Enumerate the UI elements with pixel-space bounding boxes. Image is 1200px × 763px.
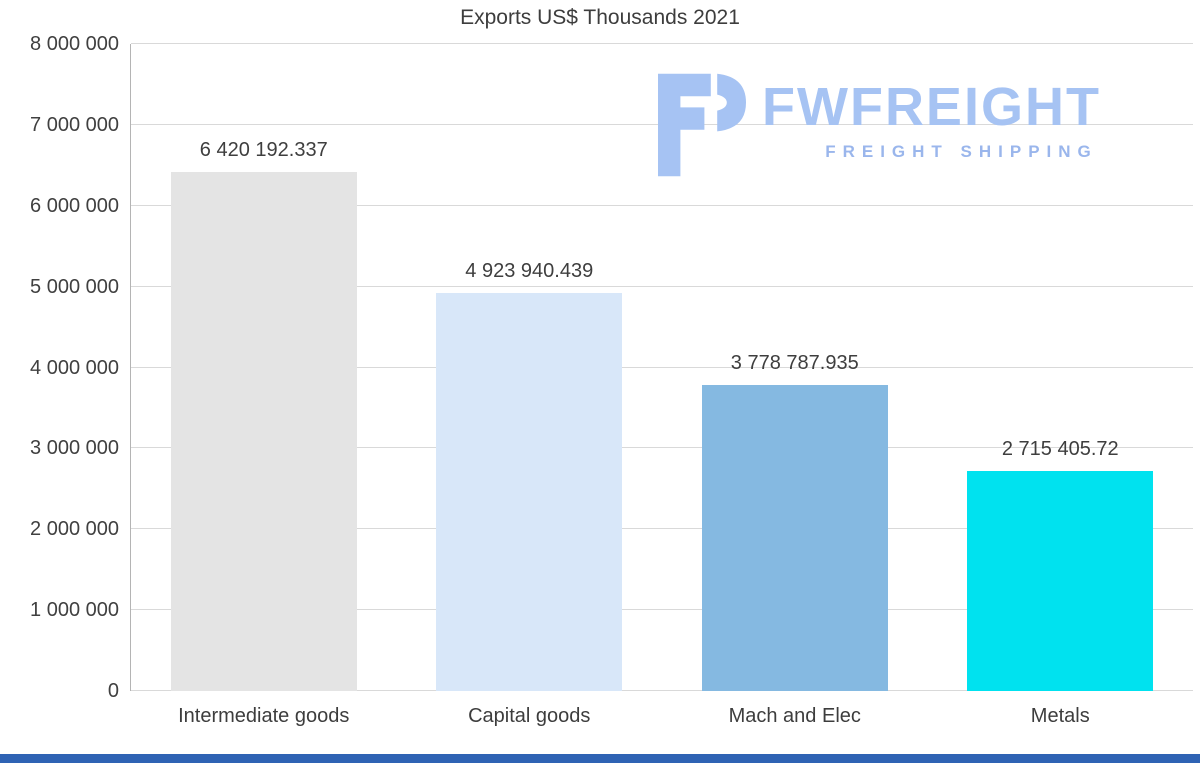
bar-value-label: 6 420 192.337 — [199, 138, 328, 161]
plot-area: 0 1 000 000 2 000 000 3 000 000 4 000 000 5 0… — [30, 33, 1193, 727]
bar — [967, 471, 1154, 691]
bar-slot: 3 778 787.935 — [662, 44, 928, 691]
bar — [436, 292, 623, 691]
y-tick-label: 7 000 000 — [30, 113, 119, 136]
y-tick-label: 1 000 000 — [30, 599, 119, 622]
bar-slot: 4 923 940.439 — [397, 44, 663, 691]
gridline — [131, 609, 1193, 611]
x-category-label: Capital goods — [468, 705, 591, 727]
gridline — [131, 43, 1193, 44]
y-tick-label: 2 000 000 — [30, 518, 119, 541]
logo-tagline: FREIGHT SHIPPING — [825, 142, 1098, 161]
x-category-label: Intermediate goods — [178, 705, 350, 727]
y-tick-label: 6 000 000 — [30, 194, 119, 217]
logo-text: FWFREIGHT — [762, 77, 1101, 137]
bar-value-label: 4 923 940.439 — [465, 259, 594, 282]
bar-value-label: 3 778 787.935 — [730, 352, 859, 375]
bar — [701, 385, 888, 691]
y-tick-label: 5 000 000 — [30, 275, 119, 298]
x-category-label: Metals — [1030, 705, 1090, 727]
gridline — [131, 447, 1193, 449]
x-axis: Intermediate goods Capital goods Mach and … — [131, 691, 1193, 728]
gridline — [131, 528, 1193, 530]
gridline — [131, 690, 1193, 691]
gridline — [131, 204, 1193, 206]
x-category-label: Mach and Elec — [728, 705, 861, 727]
bar-value-label: 2 715 405.72 — [1001, 438, 1119, 461]
y-tick-label: 4 000 000 — [30, 356, 119, 379]
y-tick-label: 3 000 000 — [30, 437, 119, 460]
bars: 6 420 192.337 4 923 940.439 3 778 787.935 2… — [131, 44, 1193, 691]
bar-slot: 6 420 192.337 — [131, 44, 397, 691]
bar-slot: 2 715 405.72 — [928, 44, 1194, 691]
chart-title: Exports US$ Thousands 2021 — [460, 6, 740, 29]
y-tick-label: 8 000 000 — [30, 33, 119, 55]
gridline — [131, 285, 1193, 287]
y-tick-label: 0 — [107, 680, 119, 702]
logo-text-col: FWFREIGHT FREIGHT SHIPPING — [762, 62, 1101, 162]
bottom-strip — [0, 754, 1200, 763]
logo-mark-icon — [658, 73, 746, 177]
bar — [170, 171, 357, 691]
logo: FWFREIGHT FREIGHT SHIPPING — [650, 62, 1101, 188]
gridline — [131, 366, 1193, 368]
